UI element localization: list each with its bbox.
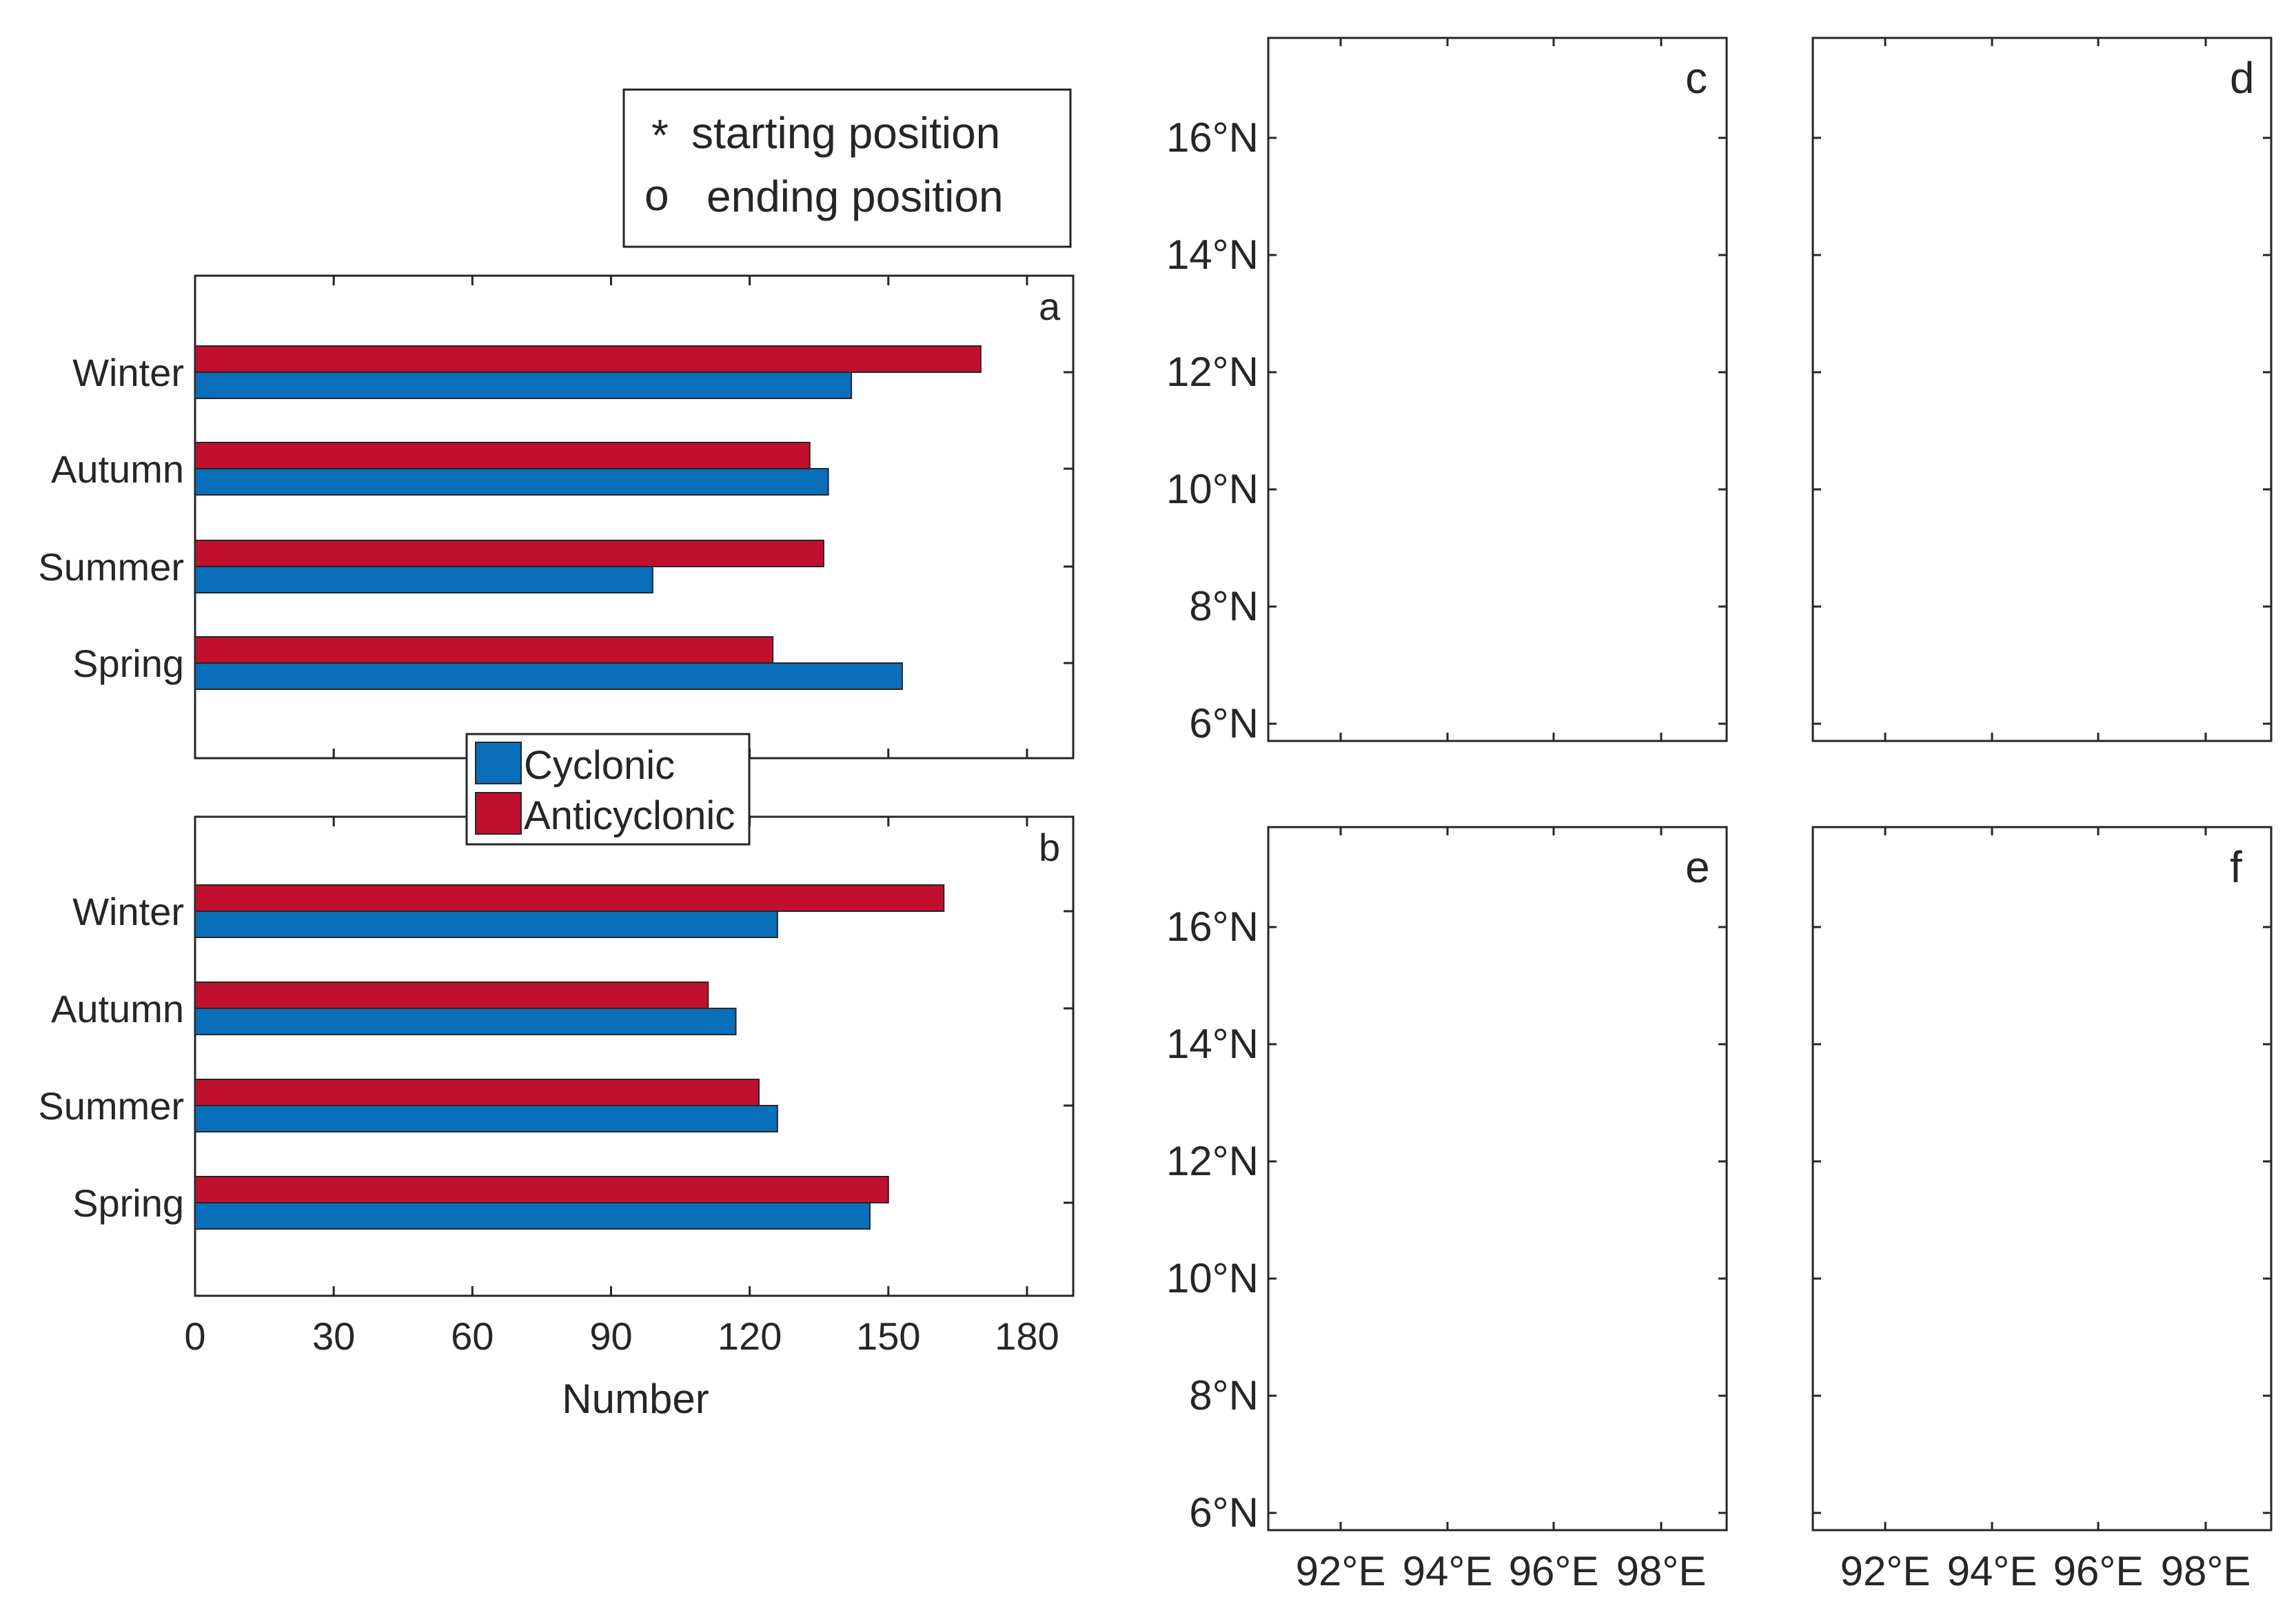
legend-end-label: ending position xyxy=(707,172,1004,221)
legend-start-label: starting position xyxy=(691,108,1000,158)
track-maps: 16°N 14°N 12°N 10°N 8°N 6°N c d 16°N 14°N 12°N 10°N… xyxy=(1166,37,2273,1594)
x-tick-label-120: 120 xyxy=(718,1314,782,1358)
map-frame-d xyxy=(1811,37,2273,742)
bar-b-anticyclonic-summer xyxy=(194,1079,760,1106)
x-tick-label-180: 180 xyxy=(995,1314,1059,1358)
category-label-a-winter: Winter xyxy=(72,351,184,394)
lat-label-e-5: 6°N xyxy=(1189,1489,1259,1536)
bar-chart-panel-a: a Winter Autumn Summer Spring xyxy=(38,274,1075,760)
x-tick-label-90: 90 xyxy=(589,1314,632,1358)
bar-a-anticyclonic-autumn xyxy=(194,442,811,469)
lat-label-c-3: 10°N xyxy=(1166,466,1259,512)
map-panel-label-d: d xyxy=(2230,53,2255,103)
x-tick-label-30: 30 xyxy=(312,1314,355,1358)
lat-label-c-1: 14°N xyxy=(1166,232,1259,278)
lon-label-f-3: 98°E xyxy=(2161,1548,2251,1594)
marker-legend: * starting position o ending position xyxy=(622,88,1072,248)
lat-label-e-4: 8°N xyxy=(1189,1372,1259,1418)
lon-label-e-2: 96°E xyxy=(1509,1548,1599,1594)
marker-legend-box xyxy=(622,88,1072,248)
map-panel-label-c: c xyxy=(1685,53,1707,103)
series-legend: Cyclonic Anticyclonic xyxy=(465,733,751,846)
map-panel-e: 16°N 14°N 12°N 10°N 8°N 6°N 92°E 94°E 96°E 98°E e xyxy=(1166,826,1728,1594)
map-panel-d: d xyxy=(1811,37,2273,742)
map-panel-label-f: f xyxy=(2230,842,2242,892)
bar-b-anticyclonic-winter xyxy=(194,884,945,912)
legend-label-cyclonic: Cyclonic xyxy=(524,743,675,788)
category-label-b-autumn: Autumn xyxy=(51,987,184,1030)
category-label-a-summer: Summer xyxy=(38,545,184,589)
map-frame-f xyxy=(1811,826,2273,1532)
panel-label-a: a xyxy=(1039,285,1061,328)
bar-b-cyclonic-summer xyxy=(194,1105,778,1132)
bar-a-cyclonic-summer xyxy=(194,566,653,593)
category-label-a-spring: Spring xyxy=(72,642,184,685)
legend-swatch-anticyclonic xyxy=(475,792,522,835)
category-label-a-autumn: Autumn xyxy=(51,447,184,491)
legend-swatch-cyclonic xyxy=(475,742,522,784)
map-panel-f: 92°E 94°E 96°E 98°E f xyxy=(1811,826,2273,1594)
bar-a-anticyclonic-summer xyxy=(194,540,824,567)
bar-a-cyclonic-spring xyxy=(194,662,903,690)
bar-a-anticyclonic-winter xyxy=(194,345,982,373)
x-axis-label: Number xyxy=(562,1376,709,1422)
x-tick-label-0: 0 xyxy=(184,1314,205,1358)
x-tick-label-60: 60 xyxy=(451,1314,494,1358)
x-tick-label-150: 150 xyxy=(856,1314,920,1358)
lat-label-c-0: 16°N xyxy=(1166,114,1259,161)
category-label-b-spring: Spring xyxy=(72,1181,184,1225)
legend-start-symbol: * xyxy=(651,110,669,160)
lat-label-e-0: 16°N xyxy=(1166,904,1259,950)
lon-label-e-0: 92°E xyxy=(1296,1548,1386,1594)
bar-a-cyclonic-winter xyxy=(194,372,853,399)
legend-end-symbol: o xyxy=(644,170,669,220)
lat-label-c-2: 12°N xyxy=(1166,349,1259,395)
bar-b-cyclonic-spring xyxy=(194,1202,871,1230)
lon-label-f-0: 92°E xyxy=(1840,1548,1931,1594)
bar-a-anticyclonic-spring xyxy=(194,636,774,664)
bar-a-cyclonic-autumn xyxy=(194,468,829,496)
bar-b-cyclonic-autumn xyxy=(194,1008,737,1035)
bar-b-anticyclonic-spring xyxy=(194,1176,889,1203)
bar-b-anticyclonic-autumn xyxy=(194,981,709,1009)
legend-label-anticyclonic: Anticyclonic xyxy=(524,793,735,838)
lat-label-c-5: 6°N xyxy=(1189,700,1259,746)
map-panel-label-e: e xyxy=(1685,842,1710,892)
lon-label-f-2: 96°E xyxy=(2053,1548,2144,1594)
lon-label-e-1: 94°E xyxy=(1403,1548,1493,1594)
lat-label-c-4: 8°N xyxy=(1189,583,1259,629)
panel-label-b: b xyxy=(1039,826,1060,869)
lon-label-f-1: 94°E xyxy=(1947,1548,2038,1594)
bar-b-cyclonic-winter xyxy=(194,911,778,938)
category-label-b-summer: Summer xyxy=(38,1084,184,1128)
lat-label-e-3: 10°N xyxy=(1166,1255,1259,1301)
category-label-b-winter: Winter xyxy=(72,890,184,933)
lat-label-e-2: 12°N xyxy=(1166,1138,1259,1184)
map-panel-c: 16°N 14°N 12°N 10°N 8°N 6°N c xyxy=(1166,37,1728,746)
lat-label-e-1: 14°N xyxy=(1166,1021,1259,1067)
bar-chart-panel-b: b Winter Autumn Summer Spring 0 30 60 90 120 150 18… xyxy=(38,815,1075,1422)
map-frame-c xyxy=(1267,37,1728,742)
map-frame-e xyxy=(1267,826,1728,1532)
lon-label-e-3: 98°E xyxy=(1616,1548,1707,1594)
